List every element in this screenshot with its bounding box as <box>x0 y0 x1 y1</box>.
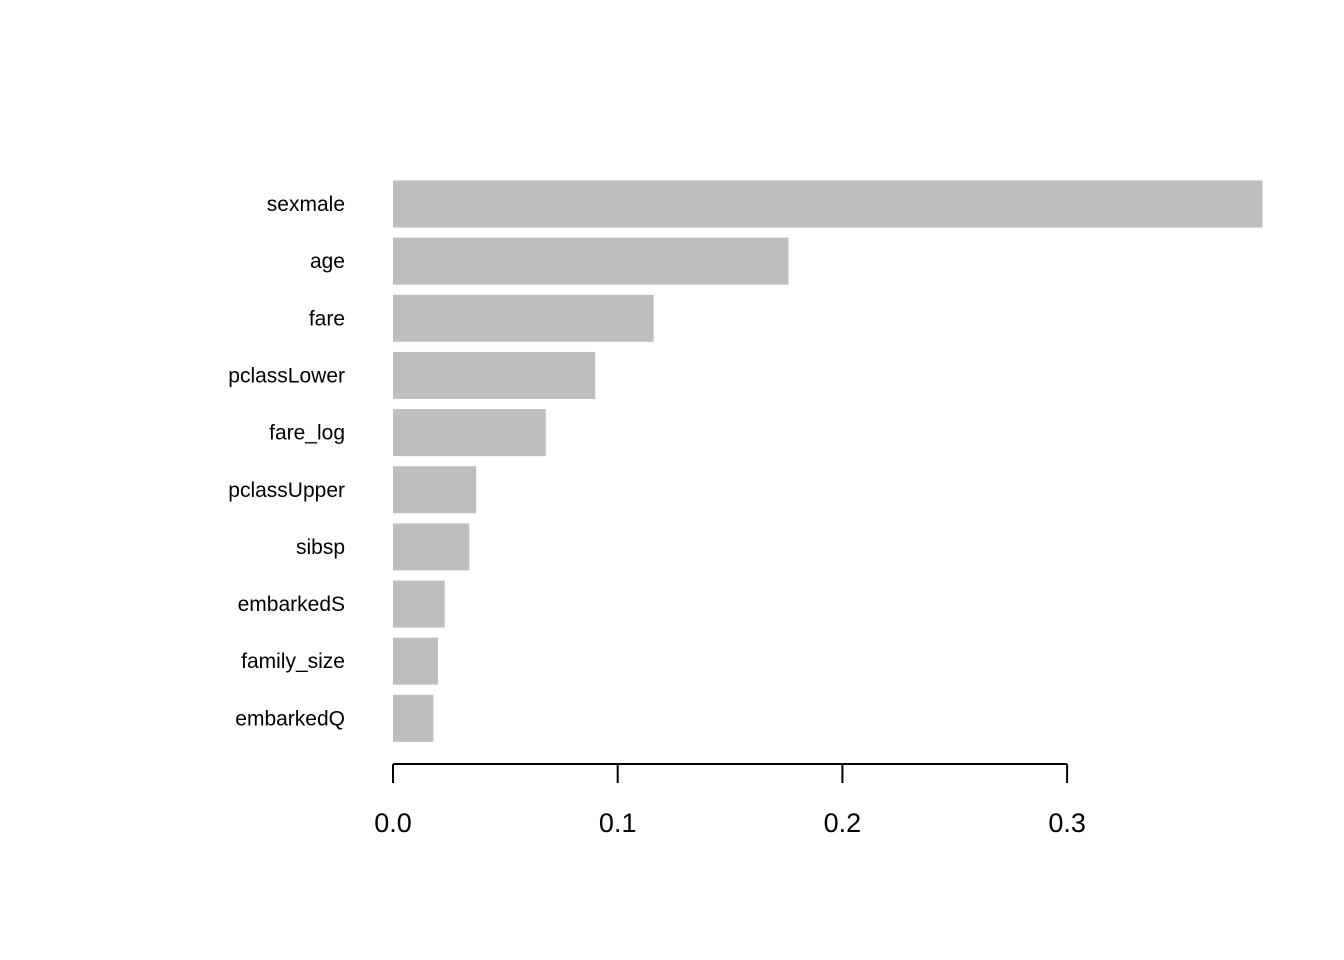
category-label: sexmale <box>267 193 345 216</box>
tick-label: 0.3 <box>1048 808 1086 838</box>
category-label: embarkedS <box>238 593 345 616</box>
category-label: embarkedQ <box>235 707 345 730</box>
category-label: sibsp <box>296 536 345 559</box>
bars <box>393 180 1263 742</box>
bar-fare <box>393 294 654 342</box>
category-label: pclassLower <box>228 364 345 387</box>
category-label: pclassUpper <box>228 479 345 502</box>
x-axis: 0.0 0.1 0.2 0.3 <box>374 763 1086 838</box>
bar-sibsp <box>393 523 470 571</box>
bar-embarkedQ <box>393 694 434 742</box>
bar-embarkedS <box>393 580 445 628</box>
category-labels: sexmale age fare pclassLower fare_log pclassU… <box>228 193 345 730</box>
category-label: fare <box>309 307 345 330</box>
bar-sexmale <box>393 180 1263 228</box>
category-label: age <box>310 250 345 273</box>
bar-pclassLower <box>393 351 596 399</box>
bar-pclassUpper <box>393 466 477 514</box>
bar-family_size <box>393 637 438 685</box>
category-label: family_size <box>241 650 345 673</box>
bar-age <box>393 237 789 285</box>
tick-label: 0.2 <box>824 808 862 838</box>
category-label: fare_log <box>269 422 345 445</box>
tick-label: 0.1 <box>599 808 637 838</box>
bar-fare_log <box>393 409 546 457</box>
tick-label: 0.0 <box>374 808 412 838</box>
